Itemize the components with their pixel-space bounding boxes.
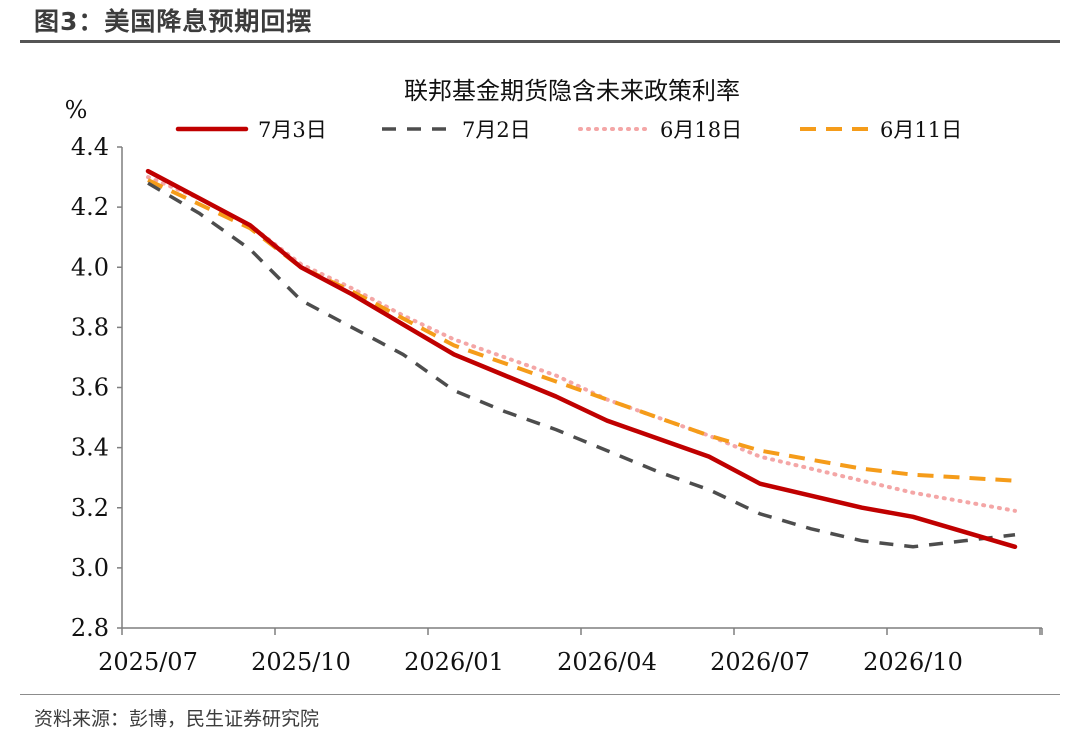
legend-label: 7月3日: [258, 118, 327, 142]
series-line-1: [145, 168, 1018, 550]
y-tick-label: 3.8: [71, 313, 109, 341]
source-note: 资料来源：彭博，民生证券研究院: [34, 708, 320, 730]
series-line-2: [147, 181, 1016, 549]
y-tick-label: 4.2: [71, 193, 109, 221]
y-tick-label: 3.4: [71, 434, 109, 462]
chart-title: 联邦基金期货隐含未来政策利率: [404, 77, 740, 105]
y-tick-label: 3.6: [71, 374, 109, 402]
header-divider: [20, 40, 1060, 43]
x-tick-label: 2025/07: [98, 648, 198, 676]
y-tick-label: 3.2: [71, 494, 109, 522]
x-tick-label: 2026/10: [863, 648, 963, 676]
x-tick-label: 2025/10: [251, 648, 351, 676]
x-tick-label: 2026/01: [404, 648, 504, 676]
chart: 联邦基金期货隐含未来政策利率 % 7月3日 7月2日 6月18日 6月11日 4.44…: [65, 77, 1043, 676]
footer-divider: [20, 694, 1060, 695]
x-tick-label: 2026/07: [710, 648, 810, 676]
legend: 7月3日 7月2日 6月18日 6月11日: [175, 118, 962, 142]
series-line-4: [147, 178, 1016, 483]
y-axis: 4.4 4.2 4.0 3.8 3.6 3.4 3.2 3.0 2.8: [71, 133, 123, 642]
y-tick-label: 4.4: [71, 133, 109, 161]
y-tick-label: 2.8: [71, 614, 109, 642]
y-tick-label: 4.0: [71, 253, 109, 281]
y-axis-unit-label: %: [65, 96, 88, 124]
figure-title: 图3：美国降息预期回摆: [34, 7, 313, 36]
legend-label: 7月2日: [462, 118, 531, 142]
legend-label: 6月11日: [880, 118, 962, 142]
series-line-3: [146, 175, 1017, 513]
series-layer: [145, 168, 1018, 550]
y-tick-label: 3.0: [71, 554, 109, 582]
x-tick-label: 2026/04: [557, 648, 657, 676]
legend-label: 6月18日: [660, 118, 742, 142]
x-axis: 2025/07 2025/10 2026/01 2026/04 2026/07 2026/…: [98, 627, 1043, 676]
